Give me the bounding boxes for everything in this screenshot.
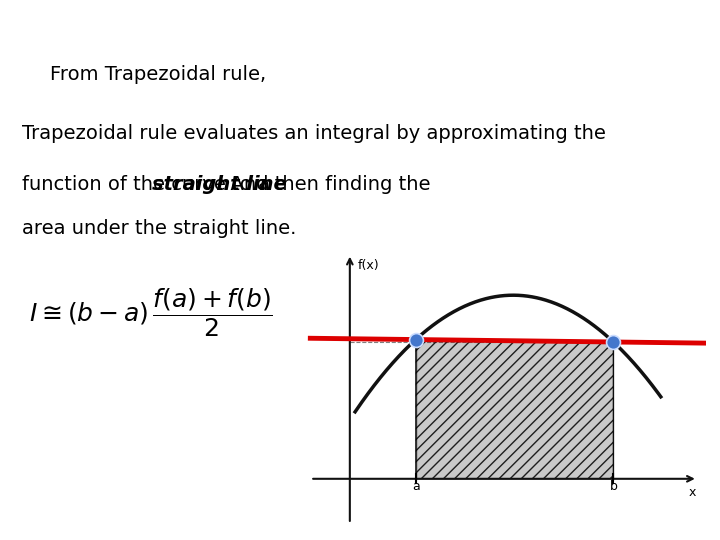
Text: $I \cong (b - a)\,\dfrac{f(a) + f(b)}{2}$: $I \cong (b - a)\,\dfrac{f(a) + f(b)}{2}… <box>29 286 273 339</box>
Text: a: a <box>412 480 420 492</box>
Point <box>410 335 421 344</box>
Text: straight line: straight line <box>152 176 287 194</box>
Text: area under the straight line.: area under the straight line. <box>22 219 296 238</box>
Text: function of the curve to a: function of the curve to a <box>22 176 276 194</box>
Text: f(x): f(x) <box>358 259 379 272</box>
Text: . And then finding the: . And then finding the <box>217 176 430 194</box>
Text: From Trapezoidal rule,: From Trapezoidal rule, <box>50 65 266 84</box>
Text: b: b <box>609 480 617 492</box>
Polygon shape <box>415 340 613 479</box>
Text: Trapezoidal rule evaluates an integral by approximating the: Trapezoidal rule evaluates an integral b… <box>22 124 606 143</box>
Point <box>608 338 619 346</box>
Text: x: x <box>689 486 696 499</box>
